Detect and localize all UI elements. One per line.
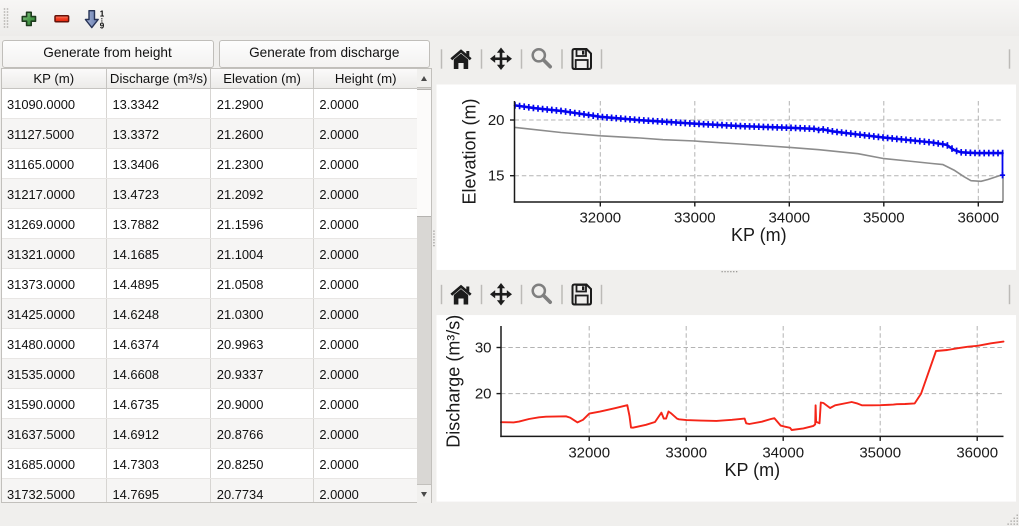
svg-text:36000: 36000 — [957, 210, 999, 227]
svg-text:32000: 32000 — [568, 445, 610, 462]
svg-text:36000: 36000 — [956, 445, 998, 462]
svg-text:35000: 35000 — [863, 210, 905, 227]
svg-text:34000: 34000 — [762, 445, 804, 462]
svg-text:KP (m): KP (m) — [724, 460, 780, 480]
svg-text:30: 30 — [475, 340, 492, 357]
svg-text:34000: 34000 — [768, 210, 810, 227]
svg-text:33000: 33000 — [674, 210, 716, 227]
svg-text:15: 15 — [488, 168, 505, 185]
svg-text:35000: 35000 — [859, 445, 901, 462]
svg-text:32000: 32000 — [579, 210, 621, 227]
svg-text:Discharge (m³/s): Discharge (m³/s) — [444, 315, 464, 448]
svg-text:20: 20 — [475, 386, 492, 403]
svg-text:Elevation (m): Elevation (m) — [460, 98, 480, 204]
svg-text:20: 20 — [488, 112, 505, 129]
svg-text:33000: 33000 — [665, 445, 707, 462]
svg-text:KP (m): KP (m) — [731, 225, 787, 245]
